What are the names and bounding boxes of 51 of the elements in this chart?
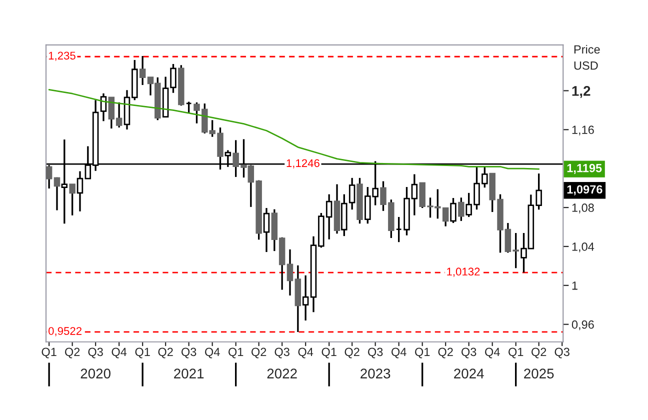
annotation: 1,0976 — [567, 185, 602, 196]
x2-tick-label: 2020 — [80, 368, 110, 378]
y-tick-label: 0,96 — [572, 320, 594, 330]
ref-line-label: 1,1246 — [286, 159, 320, 168]
candlestick — [100, 92, 107, 122]
x2-tick-label: 2025 — [524, 368, 554, 378]
x2-tick-label: 2022 — [267, 368, 297, 378]
candlestick — [396, 216, 402, 243]
x-tick-label: Q1 — [508, 348, 524, 358]
x-tick-label: Q3 — [88, 348, 103, 358]
ref-line-label: 0,9522 — [48, 327, 82, 336]
candlestick — [263, 207, 270, 253]
annotation: 1,1195 — [567, 164, 602, 174]
x-tick-label: Q3 — [182, 348, 196, 358]
x-tick-label: Q4 — [205, 348, 220, 358]
x2-tick-label: 2024 — [454, 368, 484, 378]
candlestick — [286, 248, 294, 296]
x2-tick-label: 2021 — [174, 368, 204, 378]
y-tick-label: 1,2 — [572, 86, 590, 98]
x-tick-label: Q2 — [65, 348, 80, 358]
x-tick-label: Q3 — [554, 348, 570, 358]
x-tick-label: Q1 — [228, 348, 244, 358]
x2-tick-label: 2023 — [360, 368, 390, 378]
x-tick-label: Q3 — [274, 348, 290, 358]
x-tick-label: Q3 — [368, 348, 383, 358]
x-tick-label: Q2 — [158, 348, 173, 358]
x-tick-label: Q2 — [344, 348, 360, 358]
x-tick-label: Q4 — [112, 348, 127, 358]
candlestick — [76, 170, 84, 212]
x-tick-label: Q2 — [252, 348, 266, 358]
ref-line-label: 1,235 — [48, 52, 76, 61]
candlestick — [186, 100, 192, 114]
x-tick-label: Q4 — [392, 348, 406, 358]
candlestick — [302, 274, 309, 322]
x-tick-label: Q4 — [298, 348, 314, 358]
y-tick-label: 1,16 — [572, 126, 594, 136]
x-tick-label: Q1 — [42, 348, 56, 358]
ref-line-label: 1,0132 — [447, 268, 480, 277]
y-axis-title: Price USD — [574, 44, 600, 70]
x-tick-label: Q1 — [322, 348, 336, 358]
x-tick-label: Q3 — [462, 348, 476, 358]
x-tick-label: Q4 — [485, 348, 500, 358]
candlestick — [450, 197, 456, 224]
x-tick-label: Q1 — [135, 348, 150, 358]
x-tick-label: Q1 — [415, 348, 430, 358]
y-tick-label: 1,04 — [572, 242, 594, 252]
line-series — [48, 89, 540, 170]
x-tick-label: Q2 — [532, 348, 546, 358]
y-tick-label: 1 — [572, 282, 578, 290]
y-tick-label: 1,08 — [572, 204, 594, 214]
x-tick-label: Q2 — [438, 348, 453, 358]
